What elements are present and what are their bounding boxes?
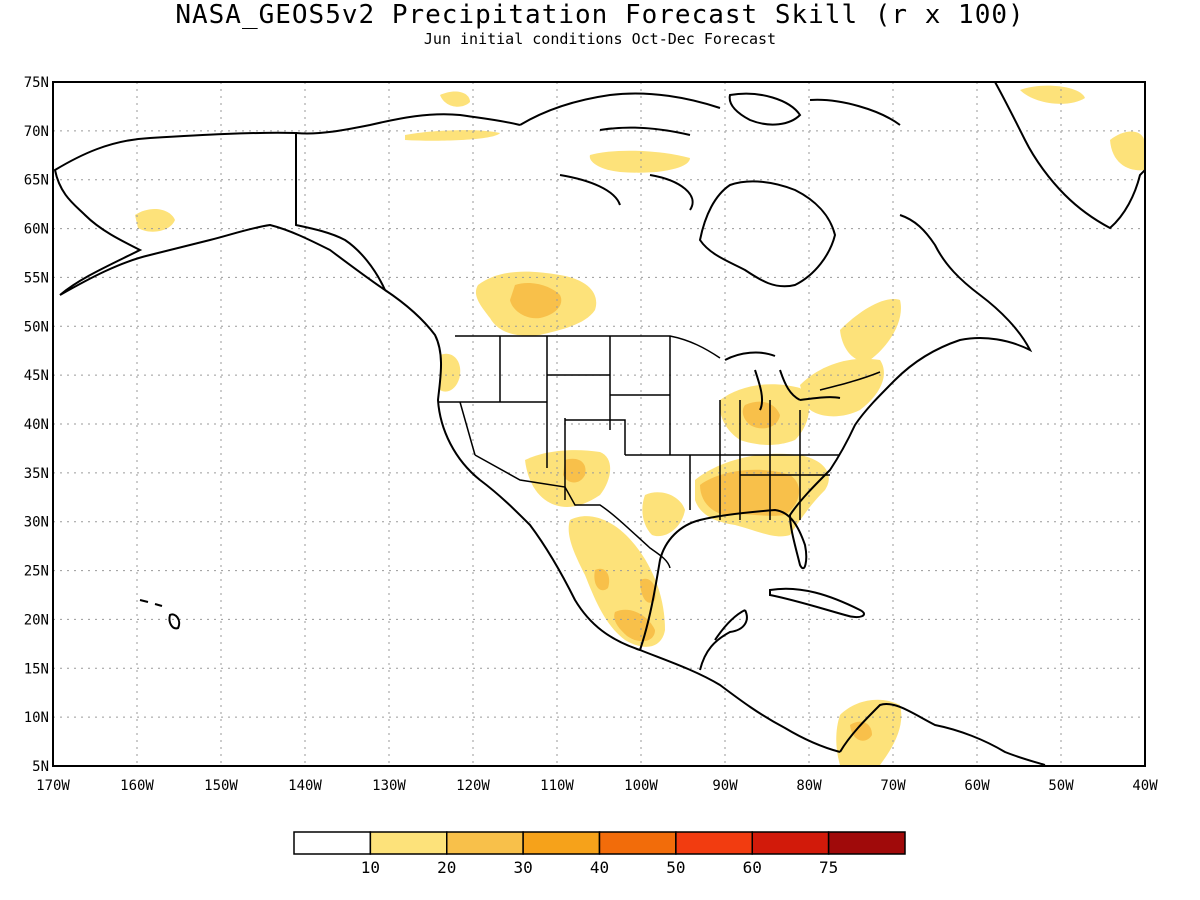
lon-tick-label: 140W [288,778,322,794]
coast-central-america [699,609,748,671]
colorbar-swatch [751,831,830,855]
colorbar-label: 20 [437,858,456,877]
skill-region-arctic-3 [405,130,500,141]
coast-cuba [769,587,865,619]
coast-arctic-islands [519,92,901,211]
colorbar-label: 50 [666,858,685,877]
lon-tick-label: 40W [1132,778,1158,794]
lon-tick-label: 80W [796,778,822,794]
coast-gulf-east [639,214,1033,651]
coast-alaska [53,131,388,296]
skill-shading [135,85,1145,765]
lon-tick-label: 70W [880,778,906,794]
lat-tick-label: 5N [32,759,49,775]
map-title: NASA_GEOS5v2 Precipitation Forecast Skil… [175,0,1025,30]
skill-region-texas [642,492,685,537]
skill-region-quebec [840,299,901,361]
lat-tick-label: 15N [24,661,49,677]
skill-region-mexico-east [640,578,656,603]
lon-tick-label: 100W [624,778,658,794]
lat-tick-label: 75N [24,75,49,91]
lon-tick-label: 170W [36,778,70,794]
lat-tick-label: 70N [24,124,49,140]
skill-region-arctic-1 [589,150,690,173]
map-frame [52,81,1146,767]
lat-tick-label: 40N [24,417,49,433]
colorbar-swatch [522,831,601,855]
lat-tick-label: 20N [24,612,49,628]
lat-tick-label: 45N [24,368,49,384]
lon-tick-label: 110W [540,778,574,794]
lat-tick-label: 60N [24,222,49,238]
border-us-mexico [474,454,671,569]
skill-region-northeast-us [800,358,884,417]
border-us-states [438,336,840,520]
coastlines [53,81,1146,766]
lat-tick-label: 65N [24,173,49,189]
map-subtitle: Jun initial conditions Oct-Dec Forecast [423,30,777,48]
skill-region-western-canada-core [510,283,562,319]
map-grid [53,82,1145,766]
lat-tick-label: 50N [24,319,49,335]
colorbar-label: 40 [590,858,609,877]
lon-tick-label: 120W [456,778,490,794]
colorbar-swatch [598,831,677,855]
coast-hudson-bay [698,180,837,288]
lon-tick-label: 130W [372,778,406,794]
skill-region-southwest-core [563,458,586,483]
colorbar-swatch [675,831,753,855]
lat-tick-label: 10N [24,710,49,726]
skill-region-mexico-mid [594,568,610,591]
coast-hawaii [139,599,181,630]
lon-tick-label: 160W [120,778,154,794]
lat-tick-label: 30N [24,515,49,531]
lon-tick-label: 150W [204,778,238,794]
colorbar-swatch [369,831,448,855]
lon-tick-label: 50W [1048,778,1074,794]
lon-tick-label: 90W [712,778,738,794]
colorbar-label: 60 [743,858,762,877]
colorbar-label: 75 [819,858,838,877]
coast-great-lakes [724,351,841,411]
lat-tick-label: 55N [24,270,49,286]
colorbar-swatch [446,831,524,855]
skill-region-pacific-nw [440,353,461,392]
colorbar-swatch [293,831,372,855]
latitude-labels: 5N 10N 15N 20N 25N 30N 35N 40N 45N 50N 55N 60N 65N 70… [24,75,49,775]
lon-tick-label: 60W [964,778,990,794]
coast-west-north-america [295,113,841,753]
longitude-labels: 170W 160W 150W 140W 130W 120W 110W 100W 90W 80W 70… [36,778,1158,794]
skill-region-greenland-north [1020,85,1085,104]
lat-tick-label: 35N [24,466,49,482]
skill-region-greenland-east [1110,131,1145,171]
skill-region-alaska [135,208,175,232]
colorbar-label: 30 [513,858,532,877]
coast-greenland [994,81,1146,230]
colorbar-labels: 10 20 30 40 50 60 75 [361,858,839,877]
colorbar [293,831,906,855]
colorbar-label: 10 [361,858,380,877]
skill-region-arctic-2 [440,91,470,107]
colorbar-swatch [827,831,906,855]
coast-south-america [839,703,1046,766]
lat-tick-label: 25N [24,564,49,580]
political-borders [438,335,881,569]
skill-region-colombia-core [850,721,872,741]
